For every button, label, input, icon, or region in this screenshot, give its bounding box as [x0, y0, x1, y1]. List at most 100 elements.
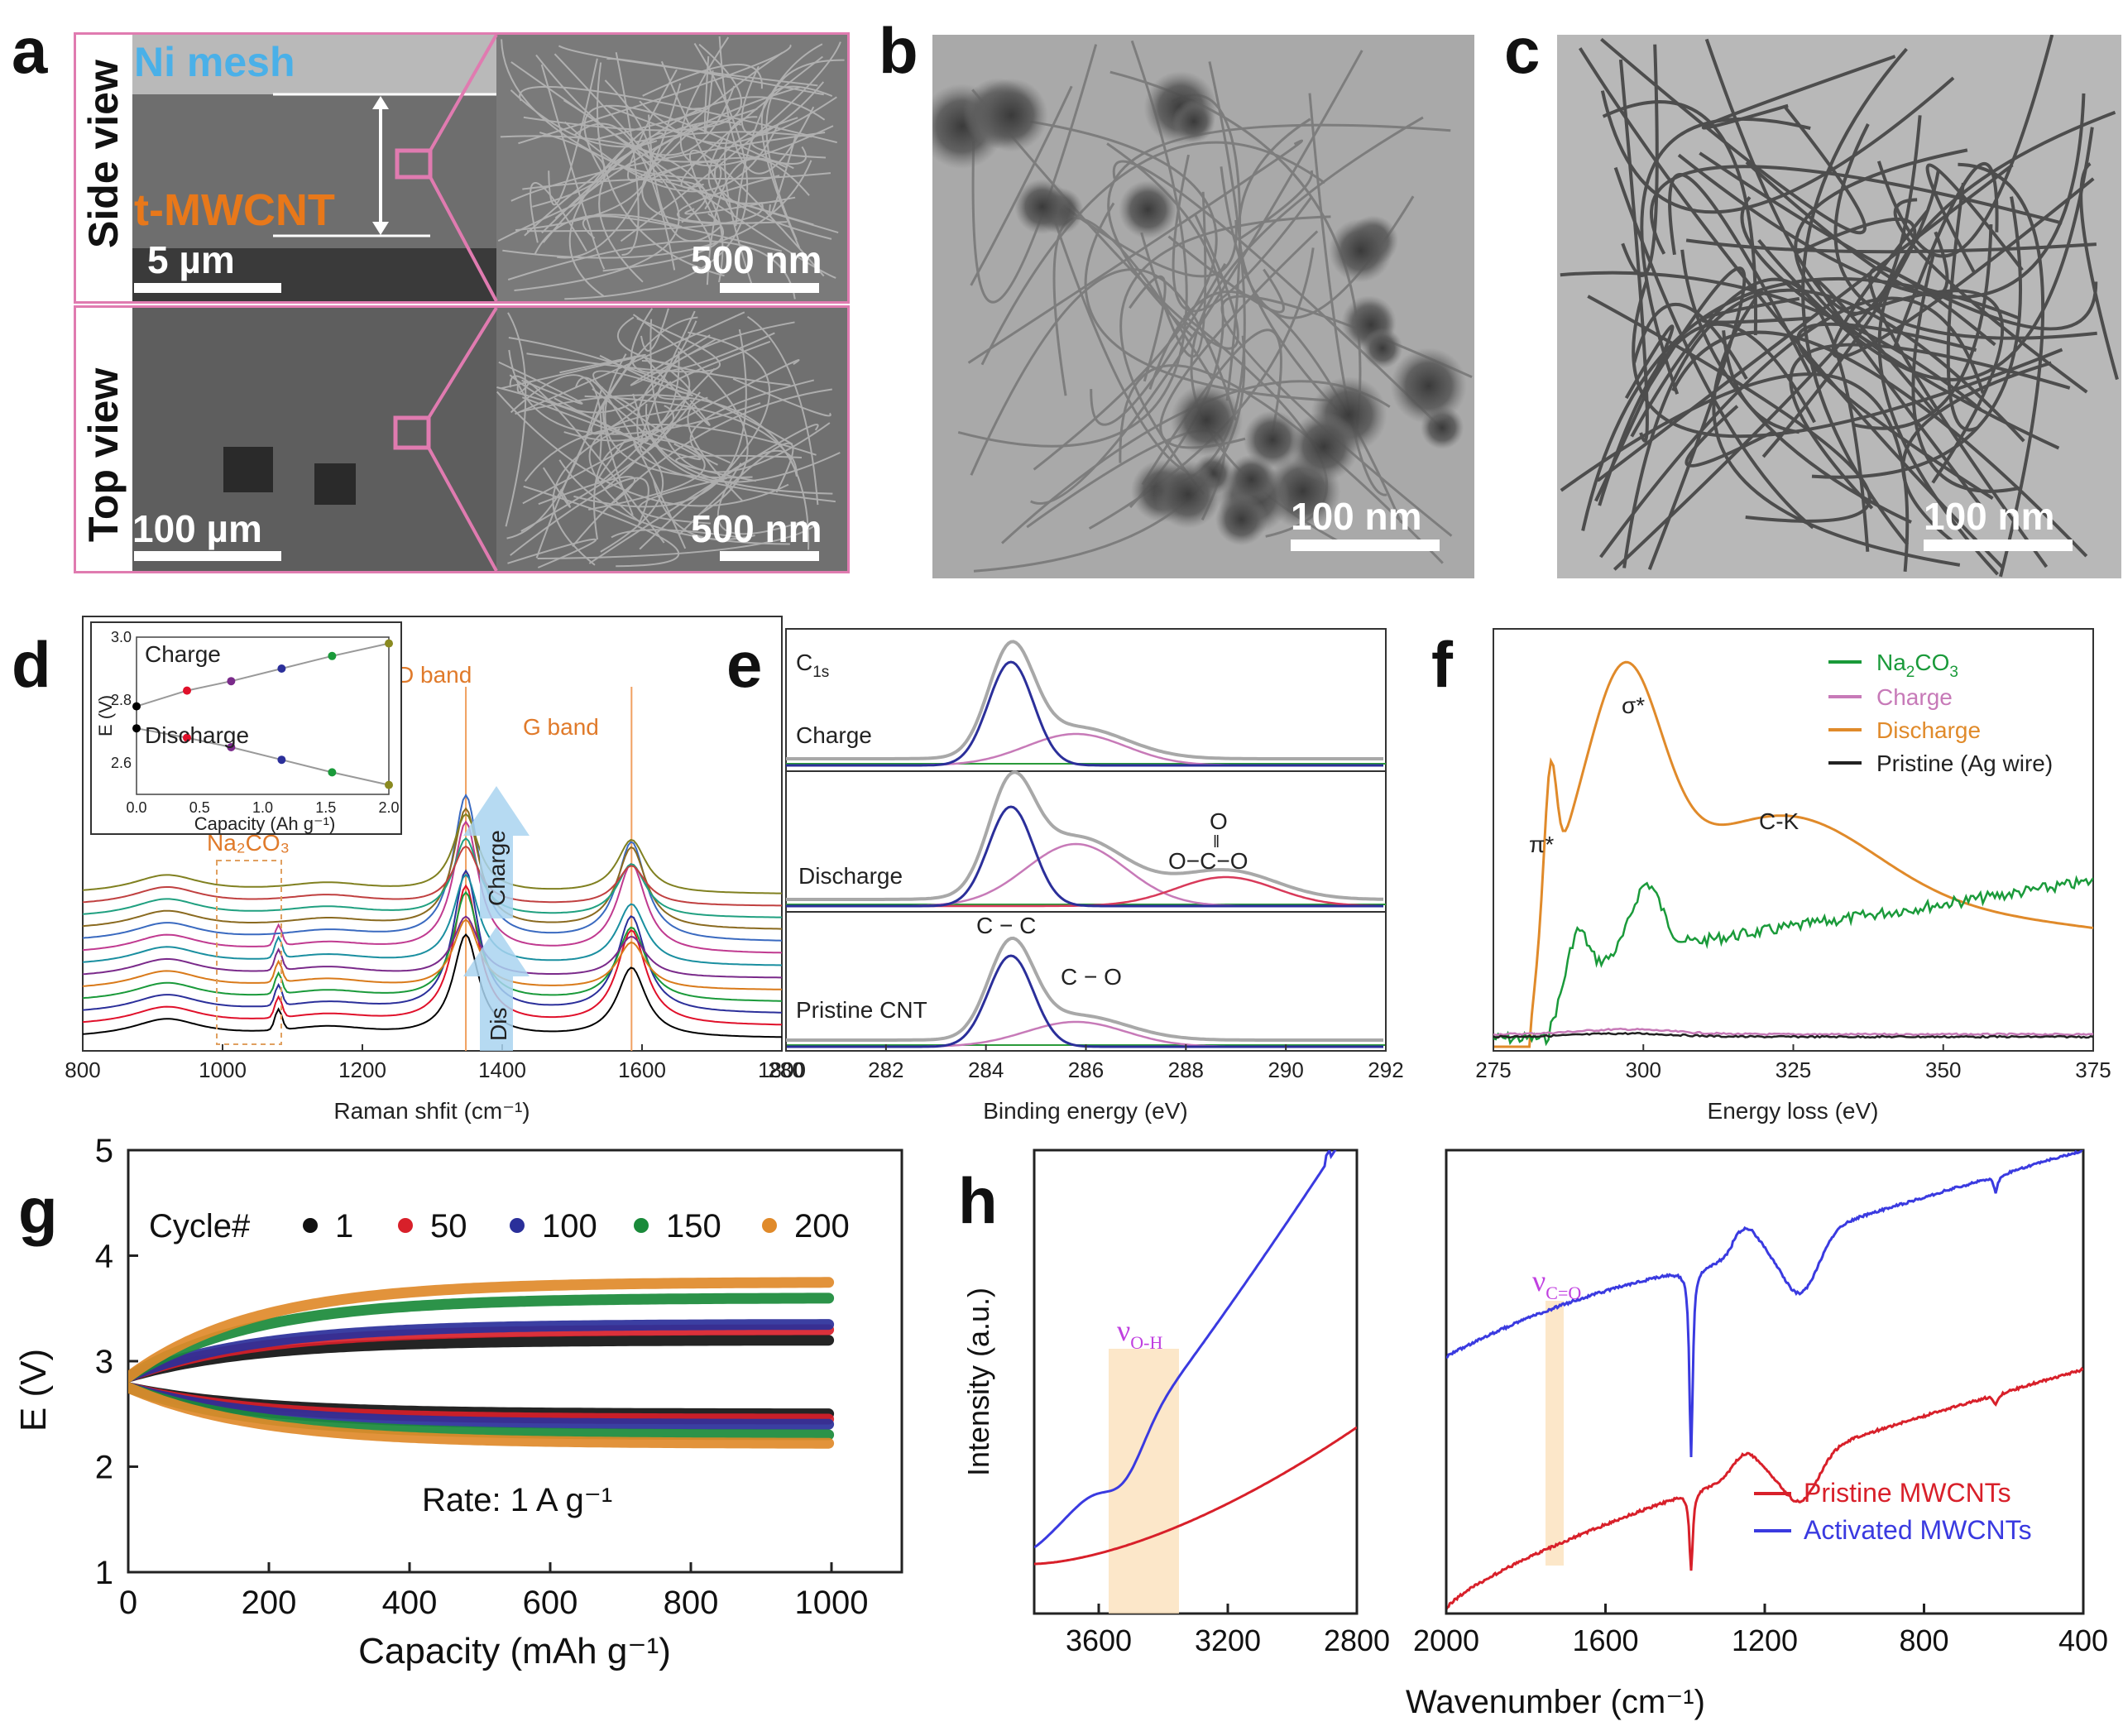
envelope-charge: [786, 640, 1383, 760]
fiber-texture: [640, 310, 701, 453]
co-label: νC=O: [1532, 1264, 1581, 1303]
panel-d: d 800 1000 1200 1400 1600 1800 Raman shfit (c…: [12, 616, 806, 1124]
ni-mesh-region: [132, 35, 496, 94]
fiber-texture: [523, 485, 680, 568]
raman-series-8: [83, 820, 782, 954]
cc-component-charge: [786, 660, 1383, 767]
y-tick-label-g: 5: [95, 1133, 113, 1169]
fiber-texture: [651, 108, 758, 163]
fiber-texture: [509, 320, 697, 414]
legend-title-g: Cycle#: [149, 1208, 251, 1244]
legend-label-200: 200: [794, 1208, 850, 1244]
inset-discharge-line: [136, 727, 390, 786]
fiber-texture: [971, 44, 1098, 304]
fiber-texture: [606, 57, 824, 96]
fiber-texture: [498, 361, 583, 405]
fiber-texture: [592, 370, 693, 434]
particle-texture: [1170, 383, 1244, 457]
panel-label-e: e: [726, 628, 762, 701]
x-tick-label-g: 800: [664, 1585, 719, 1621]
row-label-pristine: Pristine CNT: [796, 997, 927, 1023]
fiber-texture: [508, 336, 793, 445]
fiber-texture: [501, 353, 646, 390]
fiber-texture: [1811, 196, 2022, 479]
cc-component-discharge: [786, 805, 1383, 908]
oh-band: [1109, 1349, 1179, 1614]
fiber-texture: [638, 477, 727, 525]
fiber-texture: [1761, 170, 1940, 458]
fiber-texture: [703, 55, 714, 134]
particle-texture: [1289, 411, 1359, 482]
pristine-series-h-left: [1034, 1426, 1357, 1566]
fiber-texture: [537, 524, 817, 560]
fiber-texture: [630, 308, 775, 374]
fiber-texture: [538, 476, 636, 506]
side-view-sem-zoom: [496, 35, 847, 301]
inset-charge-point: [328, 651, 337, 660]
raman-series-1: [83, 933, 782, 1038]
fiber-texture: [1789, 343, 2071, 510]
x-tick-label-h-right: 800: [1899, 1623, 1948, 1657]
fiber-texture: [603, 360, 691, 491]
fiber-texture: [648, 114, 721, 242]
x-tick-label-d: 1400: [478, 1057, 526, 1082]
top-view-label: Top view: [80, 368, 127, 542]
x-tick-label-e: 288: [1168, 1057, 1204, 1082]
x-axis-label-h: Wavenumber (cm⁻¹): [1406, 1684, 1705, 1720]
scale-bar-c: [1924, 540, 2073, 551]
inset-x-tick-label: 2.0: [378, 799, 399, 816]
fiber-texture: [1632, 280, 2063, 439]
fiber-texture: [627, 69, 698, 182]
x-tick-label-e: 286: [1068, 1057, 1104, 1082]
fiber-texture: [642, 63, 763, 97]
fiber-texture: [582, 215, 783, 252]
legend-f: Na2CO3 Charge Discharge Pristine (Ag wir…: [1828, 650, 2053, 776]
particle-texture: [1329, 218, 1392, 283]
panel-label-c: c: [1504, 14, 1540, 87]
fiber-texture: [679, 36, 834, 167]
x-axis-label-d: Raman shfit (cm⁻¹): [333, 1098, 530, 1124]
legend-g: Cycle# 1 50 100 150 200: [149, 1208, 850, 1244]
raman-series-3: [83, 869, 782, 1014]
x-tick-label-g: 600: [523, 1585, 578, 1621]
fiber-texture: [1893, 198, 2088, 394]
panel-label-d: d: [12, 628, 51, 701]
top-view-sem-left: [132, 308, 496, 571]
fiber-texture: [1833, 123, 2097, 340]
fiber-texture: [1814, 279, 1982, 506]
inset-discharge-label: Discharge: [145, 722, 249, 748]
inset-y-tick-label: 2.8: [111, 692, 132, 708]
scale-label-b: 100 nm: [1291, 495, 1422, 538]
fiber-texture: [1560, 271, 1982, 411]
fiber-texture: [554, 86, 801, 219]
fiber-texture: [746, 315, 819, 506]
scale-bar-b: [1291, 540, 1440, 551]
d-band-label: D band: [397, 662, 472, 688]
fiber-texture: [564, 42, 749, 300]
dis-arrow-label: Dis: [486, 1008, 511, 1041]
co-band: [1546, 1301, 1564, 1566]
inset-discharge-point: [385, 780, 393, 789]
fiber-texture: [604, 353, 753, 479]
fiber-texture: [750, 117, 827, 159]
particle-texture: [1014, 179, 1070, 235]
legend-discharge: Discharge: [1876, 717, 1981, 743]
y-axis-label-g: E (V): [13, 1349, 54, 1431]
legend-marker-50: [398, 1218, 413, 1233]
x-tick-label-d: 800: [65, 1057, 100, 1082]
activated-series-h-right: [1446, 1150, 2083, 1458]
inset-charge-label: Charge: [145, 641, 221, 667]
particle-texture: [1172, 99, 1215, 143]
fiber-texture: [675, 454, 803, 482]
particle-texture: [1243, 410, 1302, 469]
g-band-label: G band: [523, 714, 599, 740]
scale-label-side-left: 5 µm: [147, 238, 235, 281]
fiber-texture: [502, 160, 812, 259]
raman-series-10: [83, 807, 782, 930]
cycle-200-charge: [128, 1277, 835, 1383]
raman-series-4: [83, 890, 782, 1002]
inset-discharge-point: [227, 743, 236, 751]
fiber-texture: [2079, 162, 2119, 381]
plot-frame-d: [82, 616, 783, 1052]
